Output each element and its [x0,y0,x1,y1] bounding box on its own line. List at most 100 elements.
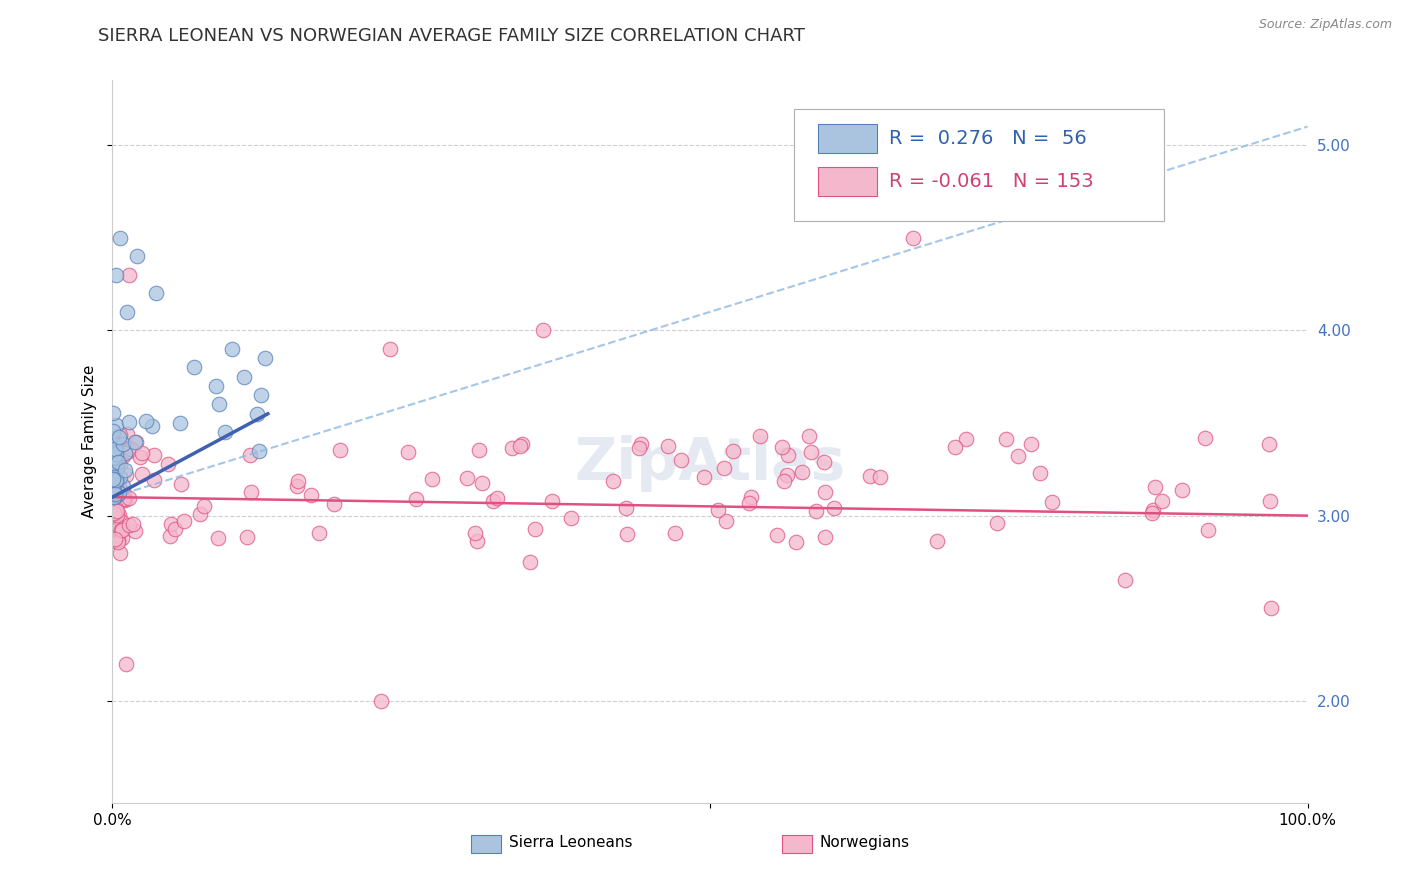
Point [107,533,129,547]
Bar [818,167,877,196]
Point [509,438,531,452]
Point [1114,574,1136,588]
FancyBboxPatch shape [793,109,1164,221]
Point [105,508,128,522]
Point [1140,506,1163,520]
Point [103,435,125,450]
Point [131,467,153,481]
Point [101,483,124,497]
Point [101,468,124,483]
Point [131,446,153,460]
Point [114,491,136,506]
Text: Source: ZipAtlas.com: Source: ZipAtlas.com [1258,18,1392,31]
Point [208,397,231,411]
Point [329,442,352,457]
Point [114,463,136,477]
Point [207,531,229,545]
Point [250,388,273,402]
Point [239,448,262,462]
Point [669,453,692,467]
Point [101,444,124,458]
Point [105,451,128,466]
Point [714,515,737,529]
Point [776,468,799,483]
Point [1029,466,1052,480]
Point [159,529,181,543]
Point [188,507,211,521]
Point [173,514,195,528]
Text: R = -0.061   N = 153: R = -0.061 N = 153 [889,172,1094,191]
Point [143,473,166,487]
Point [124,524,146,538]
Point [859,469,882,483]
Point [112,492,135,507]
Point [124,435,146,450]
Point [986,516,1008,530]
Point [101,499,124,513]
Point [111,524,134,538]
Point [1194,431,1216,445]
Point [107,534,129,549]
Point [115,468,138,483]
Point [738,495,761,509]
Point [108,520,131,534]
Point [103,450,125,465]
Point [101,472,124,486]
Point [236,530,259,544]
Point [104,447,127,461]
Point [101,425,124,439]
Point [541,493,564,508]
Point [169,416,191,430]
Point [614,501,637,516]
Point [221,342,243,356]
Bar [782,835,811,854]
Point [111,446,134,460]
Point [240,485,263,500]
Point [823,500,845,515]
Point [107,486,129,500]
Point [420,471,443,485]
Point [103,490,125,504]
Point [465,533,488,548]
Point [249,443,271,458]
Point [145,286,167,301]
Point [108,480,131,494]
Point [245,407,267,421]
Point [1257,437,1279,451]
Point [104,473,127,487]
Point [107,455,129,469]
Point [170,476,193,491]
Point [104,447,127,461]
Point [748,429,770,443]
Point [104,497,127,511]
Point [101,486,124,500]
Point [127,249,149,263]
Point [471,476,494,491]
Point [707,502,730,516]
Point [160,516,183,531]
Point [814,530,837,544]
Point [560,511,582,525]
Point [103,472,125,486]
Point [628,441,651,455]
Point [101,406,124,420]
Point [105,464,128,478]
Point [104,453,127,467]
Point [110,531,132,545]
Point [110,231,132,245]
Point [104,486,127,500]
Point [112,479,135,493]
Point [616,526,638,541]
Point [378,342,401,356]
Point [101,475,124,489]
Point [108,458,131,472]
Point [287,474,309,488]
Point [183,360,205,375]
Point [901,231,924,245]
Point [955,432,977,446]
Point [141,418,163,433]
Point [602,475,624,489]
Point [370,694,392,708]
Point [117,442,139,456]
Point [501,441,523,455]
